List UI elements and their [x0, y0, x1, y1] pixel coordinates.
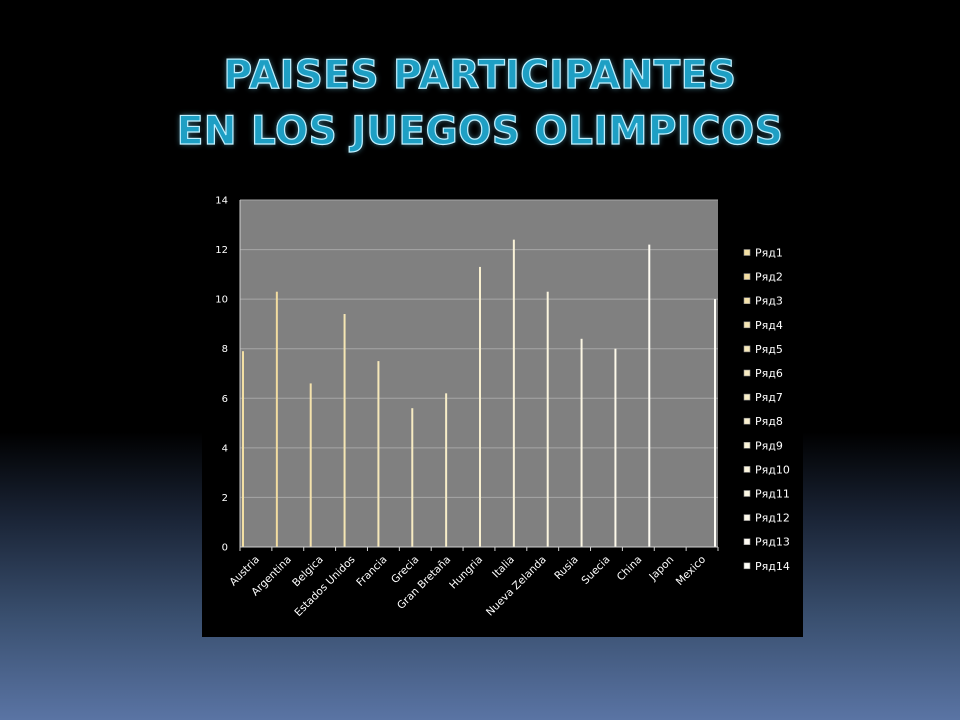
axes	[239, 200, 719, 551]
x-tick-label: Hungria	[447, 554, 485, 592]
legend-swatch	[743, 369, 751, 377]
bar	[309, 383, 312, 547]
bar	[242, 351, 244, 547]
chart-container: 0 2 4 6 8 10 12 14 Austria Argentina Belgica Estad…	[202, 190, 803, 637]
y-tick-labels: 0 2 4 6 8 10 12 14	[215, 196, 228, 554]
legend-label: Ряд6	[755, 367, 783, 380]
x-tick-label: Japon	[646, 554, 676, 584]
legend-label: Ряд11	[755, 488, 790, 501]
x-tick-label: China	[615, 554, 645, 584]
legend-label: Ряд12	[755, 512, 790, 525]
bar	[411, 408, 414, 547]
legend-label: Ряд7	[755, 391, 783, 404]
legend-swatch	[743, 297, 751, 304]
legend-swatch	[743, 466, 751, 473]
legend-label: Ряд5	[755, 343, 783, 356]
y-tick-label: 4	[222, 443, 228, 454]
legend-swatch	[743, 442, 751, 449]
legend-swatch	[743, 514, 751, 521]
x-tick-label: Francia	[354, 554, 389, 589]
bar	[479, 266, 481, 547]
legend-swatch	[743, 249, 751, 256]
slide-title-line-1: PAISES PARTICIPANTES	[223, 52, 737, 98]
legend-swatch	[743, 538, 751, 546]
bar	[512, 239, 515, 547]
legend-swatch	[743, 490, 751, 497]
y-tick-label: 12	[215, 245, 228, 256]
y-tick-label: 10	[215, 295, 228, 306]
legend-label: Ряд8	[755, 415, 783, 428]
legend-swatch	[743, 273, 751, 280]
legend-label: Ряд14	[755, 560, 790, 573]
legend-swatch	[743, 345, 751, 353]
legend-label: Ряд10	[755, 463, 790, 476]
x-tick-label: Suecia	[579, 554, 612, 587]
y-tick-label: 14	[215, 196, 228, 207]
bar	[377, 361, 380, 547]
legend: Ряд1 Ряд2 Ряд3 Ряд4 Ряд5 Ряд6 Ряд7 Ряд8 Ряд9 Ряд1…	[743, 247, 790, 573]
bar	[445, 393, 448, 547]
y-tick-label: 2	[222, 493, 228, 504]
y-tick-label: 0	[222, 543, 228, 554]
x-tick-label: Mexico	[674, 554, 708, 588]
legend-label: Ряд3	[755, 295, 783, 308]
legend-label: Ряд2	[755, 271, 783, 284]
y-tick-label: 8	[222, 344, 228, 355]
bars	[242, 239, 716, 547]
slide-title-line-2: EN LOS JUEGOS OLIMPICOS	[176, 108, 784, 154]
legend-swatch	[743, 321, 751, 329]
bar-chart: 0 2 4 6 8 10 12 14 AustriaArgentinaBelgicaEstad…	[215, 196, 790, 619]
bar	[614, 348, 617, 547]
slide-title: PAISES PARTICIPANTES EN LOS JUEGOS OLIMP…	[0, 48, 960, 160]
legend-swatch	[743, 393, 751, 401]
y-tick-label: 6	[222, 394, 228, 405]
legend-swatch	[743, 562, 751, 570]
x-tick-label: Rusia	[552, 554, 581, 583]
bar	[714, 299, 716, 547]
legend-label: Ряд4	[755, 319, 783, 332]
legend-label: Ряд1	[755, 247, 783, 260]
x-tick-label: Italia	[490, 554, 517, 581]
x-tick-label: Estados Unidos	[292, 554, 357, 619]
bar	[343, 314, 346, 547]
bar	[648, 244, 651, 547]
legend-label: Ряд9	[755, 439, 783, 452]
legend-swatch	[743, 417, 751, 425]
legend-label: Ряд13	[755, 536, 790, 549]
x-tick-label: Nueva Zelanda	[484, 554, 549, 619]
bar	[275, 291, 278, 547]
bar	[580, 338, 583, 547]
bar	[546, 291, 549, 547]
